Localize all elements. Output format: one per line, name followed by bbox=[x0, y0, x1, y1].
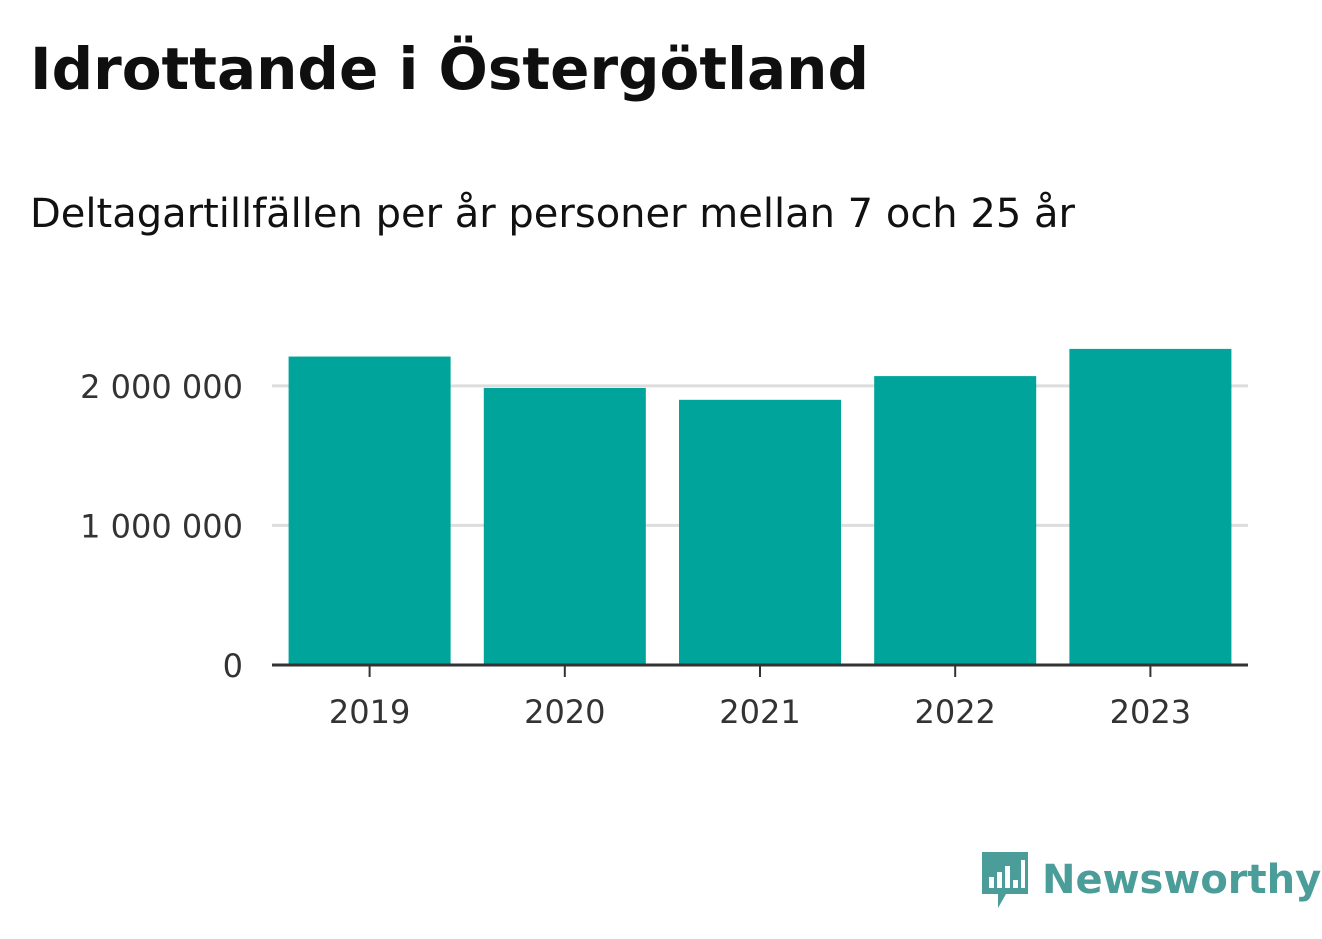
bar-2019 bbox=[288, 356, 451, 665]
bar-2022 bbox=[874, 376, 1037, 665]
x-axis bbox=[272, 663, 1248, 677]
bar-2020 bbox=[483, 387, 646, 665]
x-tick-label: 2023 bbox=[1110, 693, 1191, 731]
x-axis-ticks: 2019 2020 2021 2022 2023 bbox=[329, 693, 1191, 731]
y-tick-label: 1 000 000 bbox=[80, 507, 243, 545]
x-tick-label: 2019 bbox=[329, 693, 410, 731]
x-tick-label: 2020 bbox=[524, 693, 605, 731]
newsworthy-logo-icon bbox=[982, 852, 1028, 908]
bar-2021 bbox=[678, 399, 842, 665]
y-axis-ticks: 0 1 000 000 2 000 000 bbox=[80, 368, 243, 685]
chart-subtitle: Deltagartillfällen per år personer mella… bbox=[30, 191, 1075, 237]
x-tick-label: 2021 bbox=[719, 693, 800, 731]
brand-name: Newsworthy bbox=[1042, 857, 1322, 903]
x-tick-label: 2022 bbox=[914, 693, 995, 731]
bar-2023 bbox=[1069, 348, 1232, 665]
brand-logo: Newsworthy bbox=[980, 848, 1321, 912]
chart-title: Idrottande i Östergötland bbox=[30, 35, 869, 103]
bars bbox=[288, 348, 1232, 665]
y-tick-label: 0 bbox=[223, 647, 243, 685]
y-tick-label: 2 000 000 bbox=[80, 368, 243, 406]
